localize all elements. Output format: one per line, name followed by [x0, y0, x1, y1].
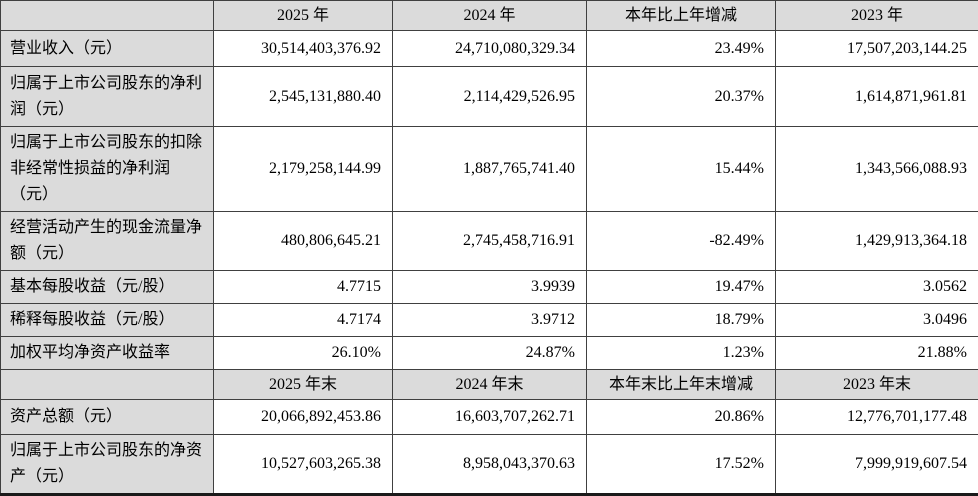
row-label: 经营活动产生的现金流量净额（元）	[1, 212, 214, 271]
value-cell: 3.0562	[776, 271, 978, 304]
column-header-2024-end: 2024 年末	[393, 370, 587, 400]
table-row: 资产总额（元） 20,066,892,453.86 16,603,707,262…	[1, 400, 978, 435]
column-header-2025: 2025 年	[214, 1, 393, 31]
table-row: 2025 年 2024 年 本年比上年增减 2023 年	[1, 1, 978, 31]
table-row: 稀释每股收益（元/股） 4.7174 3.9712 18.79% 3.0496	[1, 304, 978, 337]
value-cell: 16,603,707,262.71	[393, 400, 587, 435]
value-cell: 480,806,645.21	[214, 212, 393, 271]
value-cell: 24.87%	[393, 337, 587, 370]
value-cell: 1,614,871,961.81	[776, 67, 978, 127]
value-cell: 1,343,566,088.93	[776, 127, 978, 212]
value-cell: 3.9712	[393, 304, 587, 337]
value-cell: 15.44%	[587, 127, 776, 212]
row-label: 加权平均净资产收益率	[1, 337, 214, 370]
value-cell: 2,745,458,716.91	[393, 212, 587, 271]
value-cell: 20,066,892,453.86	[214, 400, 393, 435]
value-cell: 18.79%	[587, 304, 776, 337]
row-label: 营业收入（元）	[1, 31, 214, 67]
row-label: 资产总额（元）	[1, 400, 214, 435]
column-header-2023-end: 2023 年末	[776, 370, 978, 400]
corner-cell	[1, 370, 214, 400]
value-cell: 3.0496	[776, 304, 978, 337]
value-cell: 1.23%	[587, 337, 776, 370]
value-cell: 21.88%	[776, 337, 978, 370]
table-row: 归属于上市公司股东的净利润（元） 2,545,131,880.40 2,114,…	[1, 67, 978, 127]
row-label: 基本每股收益（元/股）	[1, 271, 214, 304]
value-cell: 2,545,131,880.40	[214, 67, 393, 127]
row-label: 稀释每股收益（元/股）	[1, 304, 214, 337]
table-row: 经营活动产生的现金流量净额（元） 480,806,645.21 2,745,45…	[1, 212, 978, 271]
value-cell: 4.7174	[214, 304, 393, 337]
table-row: 加权平均净资产收益率 26.10% 24.87% 1.23% 21.88%	[1, 337, 978, 370]
table-row: 营业收入（元） 30,514,403,376.92 24,710,080,329…	[1, 31, 978, 67]
value-cell: 30,514,403,376.92	[214, 31, 393, 67]
value-cell: 3.9939	[393, 271, 587, 304]
value-cell: 2,179,258,144.99	[214, 127, 393, 212]
value-cell: 20.86%	[587, 400, 776, 435]
value-cell: 4.7715	[214, 271, 393, 304]
table-row: 基本每股收益（元/股） 4.7715 3.9939 19.47% 3.0562	[1, 271, 978, 304]
value-cell: 24,710,080,329.34	[393, 31, 587, 67]
value-cell: 2,114,429,526.95	[393, 67, 587, 127]
value-cell: 17,507,203,144.25	[776, 31, 978, 67]
value-cell: 1,429,913,364.18	[776, 212, 978, 271]
row-label: 归属于上市公司股东的扣除非经常性损益的净利润（元）	[1, 127, 214, 212]
column-header-yoy-end-change: 本年末比上年末增减	[587, 370, 776, 400]
column-header-2024: 2024 年	[393, 1, 587, 31]
value-cell: 23.49%	[587, 31, 776, 67]
value-cell: 19.47%	[587, 271, 776, 304]
value-cell: -82.49%	[587, 212, 776, 271]
column-header-yoy-change: 本年比上年增减	[587, 1, 776, 31]
table-row: 归属于上市公司股东的扣除非经常性损益的净利润（元） 2,179,258,144.…	[1, 127, 978, 212]
value-cell: 20.37%	[587, 67, 776, 127]
row-label: 归属于上市公司股东的净利润（元）	[1, 67, 214, 127]
value-cell: 12,776,701,177.48	[776, 400, 978, 435]
value-cell: 1,887,765,741.40	[393, 127, 587, 212]
value-cell: 26.10%	[214, 337, 393, 370]
column-header-2025-end: 2025 年末	[214, 370, 393, 400]
corner-cell	[1, 1, 214, 31]
table-row: 2025 年末 2024 年末 本年末比上年末增减 2023 年末	[1, 370, 978, 400]
column-header-2023: 2023 年	[776, 1, 978, 31]
